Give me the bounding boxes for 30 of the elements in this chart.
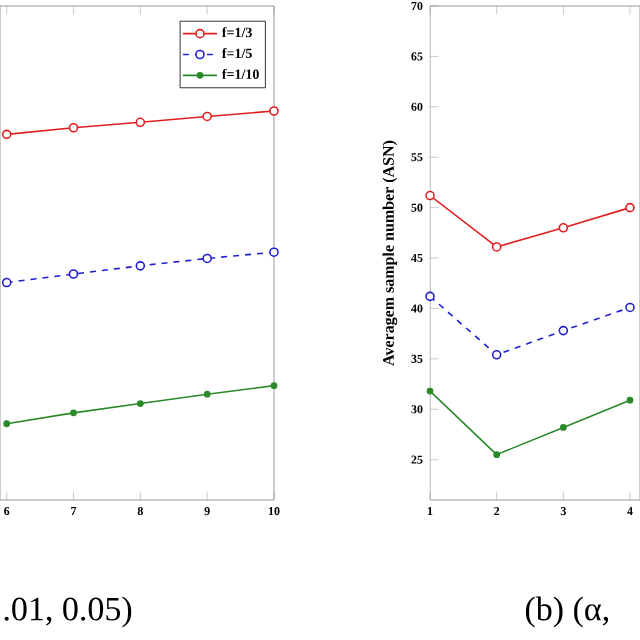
point [70,409,77,417]
point [626,396,634,404]
point [68,269,79,279]
point [425,291,435,302]
point [269,106,279,116]
point [203,390,211,398]
point [3,420,11,428]
point [68,122,79,133]
point [625,302,635,313]
point [425,190,435,201]
point [202,253,212,264]
point [493,451,501,459]
point [426,387,434,395]
point [558,222,569,233]
point [559,424,567,431]
point [136,400,144,407]
point [491,350,502,360]
text: .01, 0.05) [4,596,132,628]
point [135,261,146,271]
y-axis-title: Averagem sample number (ASN) [382,140,398,366]
point [269,247,279,258]
text: (b) (α, [525,596,609,628]
point [1,277,12,288]
point [270,382,278,390]
point [135,117,146,128]
point [558,325,569,336]
point [491,242,502,252]
point [202,111,212,122]
point [1,129,12,140]
point [625,202,635,213]
